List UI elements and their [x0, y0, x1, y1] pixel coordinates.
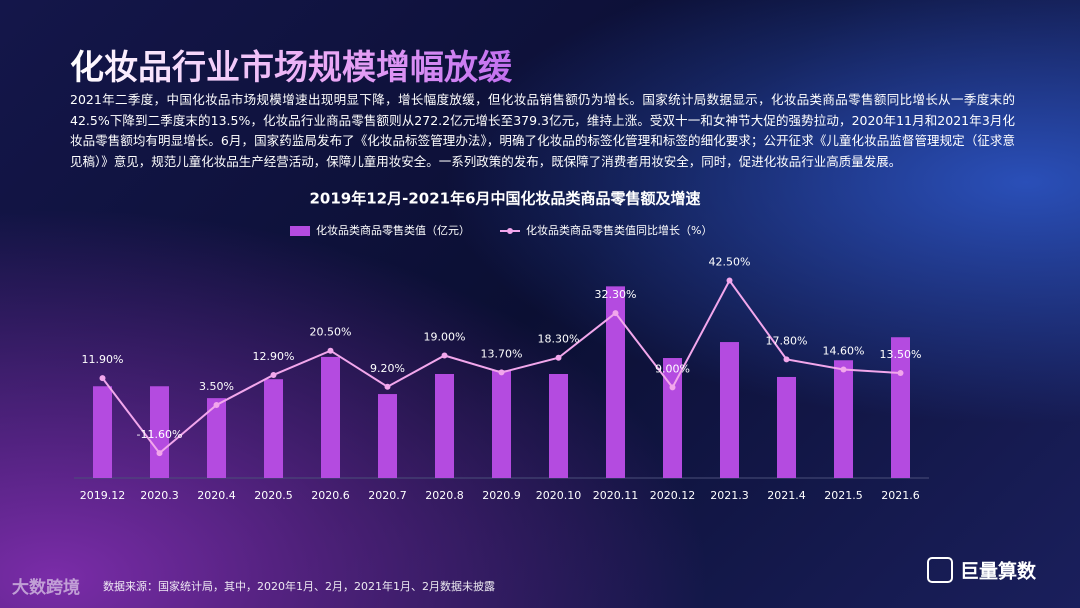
data-label: 13.50% [880, 348, 922, 361]
legend-marker [507, 228, 513, 234]
x-tick-label: 2021.4 [767, 489, 806, 502]
bar [606, 286, 625, 478]
x-tick-label: 2020.3 [140, 489, 179, 502]
line-point [213, 401, 220, 408]
chart-title: 2019年12月-2021年6月中国化妆品类商品零售额及增速 [309, 190, 700, 208]
bar [207, 398, 226, 478]
x-tick-label: 2019.12 [80, 489, 126, 502]
data-label: 42.50% [709, 256, 751, 269]
data-label: 9.20% [370, 362, 405, 375]
x-tick-label: 2020.9 [482, 489, 521, 502]
bar [834, 360, 853, 478]
data-label: -11.60% [137, 428, 183, 441]
slide-title: 化妆品行业市场规模增幅放缓 [70, 40, 512, 89]
data-label: 11.90% [82, 353, 124, 366]
x-tick-label: 2020.4 [197, 489, 236, 502]
line-point [441, 352, 448, 359]
bar [378, 394, 397, 478]
data-label: 18.30% [538, 333, 580, 346]
x-tick-label: 2020.10 [536, 489, 582, 502]
data-label: 19.00% [424, 330, 466, 343]
x-tick-label: 2021.5 [824, 489, 863, 502]
data-label: 14.60% [823, 345, 865, 358]
line-point [612, 310, 619, 317]
bar [321, 356, 340, 478]
x-tick-label: 2020.12 [650, 489, 696, 502]
brand-logo: 巨量算数 [960, 560, 1037, 583]
data-label: 13.70% [481, 347, 523, 360]
source-note: 数据来源：国家统计局，其中，2020年1月、2月，2021年1月、2月数据未披露 [103, 579, 495, 593]
line-point [270, 371, 277, 378]
line-point [384, 383, 391, 390]
line-point [726, 277, 733, 284]
x-tick-label: 2020.11 [593, 489, 639, 502]
data-label: 3.50% [199, 380, 234, 393]
bar [150, 386, 169, 478]
line-point [840, 366, 847, 373]
bar [663, 358, 682, 478]
legend-label: 化妆品类商品零售类值同比增长（%） [526, 223, 712, 237]
x-tick-label: 2020.7 [368, 489, 407, 502]
line-point [327, 347, 334, 354]
x-tick-label: 2020.8 [425, 489, 464, 502]
x-tick-label: 2020.5 [254, 489, 293, 502]
body-text: 2021年二季度，中国化妆品市场规模增速出现明显下降，增长幅度放缓，但化妆品销售… [70, 92, 1015, 169]
line-point [498, 369, 505, 376]
x-tick-label: 2020.6 [311, 489, 350, 502]
bar [435, 374, 454, 478]
line-point [897, 370, 904, 377]
data-label: 32.30% [595, 288, 637, 301]
line-point [99, 375, 106, 382]
bar [264, 379, 283, 478]
bar [777, 376, 796, 478]
data-label: 20.50% [310, 326, 352, 339]
bar [549, 374, 568, 478]
x-tick-label: 2021.3 [710, 489, 749, 502]
brand-icon [927, 557, 953, 583]
x-tick-label: 2021.6 [881, 489, 920, 502]
line-point [156, 450, 163, 457]
data-label: 9.00% [655, 362, 690, 375]
watermark: 大数跨境 [12, 577, 80, 598]
line-point [783, 356, 790, 363]
data-label: 12.90% [253, 350, 295, 363]
bar [93, 386, 112, 478]
line-point [669, 384, 676, 391]
line-point [555, 354, 562, 361]
bar [492, 370, 511, 478]
legend-swatch [290, 226, 310, 236]
bar [720, 342, 739, 478]
data-label: 17.80% [766, 334, 808, 347]
legend-label: 化妆品类商品零售类值（亿元） [316, 223, 470, 237]
